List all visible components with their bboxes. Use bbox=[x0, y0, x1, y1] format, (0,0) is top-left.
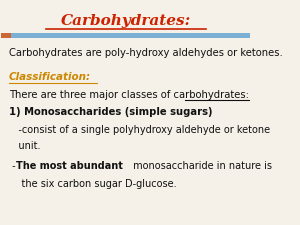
Text: There are three major classes of carbohydrates:: There are three major classes of carbohy… bbox=[9, 90, 249, 100]
Text: Classification:: Classification: bbox=[9, 72, 91, 82]
Text: Carbohydrates are poly-hydroxy aldehydes or ketones.: Carbohydrates are poly-hydroxy aldehydes… bbox=[9, 47, 283, 58]
Bar bbox=[2, 32, 250, 38]
Text: The most abundant: The most abundant bbox=[16, 161, 123, 171]
Text: Carbohydrates:: Carbohydrates: bbox=[61, 14, 191, 28]
Text: -: - bbox=[9, 161, 16, 171]
Text: 1) Monosaccharides (simple sugars): 1) Monosaccharides (simple sugars) bbox=[9, 108, 212, 117]
Bar bbox=[2, 32, 11, 38]
Text: monosaccharide in nature is: monosaccharide in nature is bbox=[130, 161, 272, 171]
Text: -consist of a single polyhydroxy aldehyde or ketone: -consist of a single polyhydroxy aldehyd… bbox=[9, 125, 270, 135]
Text: the six carbon sugar D-glucose.: the six carbon sugar D-glucose. bbox=[9, 179, 176, 189]
Text: unit.: unit. bbox=[9, 141, 40, 151]
